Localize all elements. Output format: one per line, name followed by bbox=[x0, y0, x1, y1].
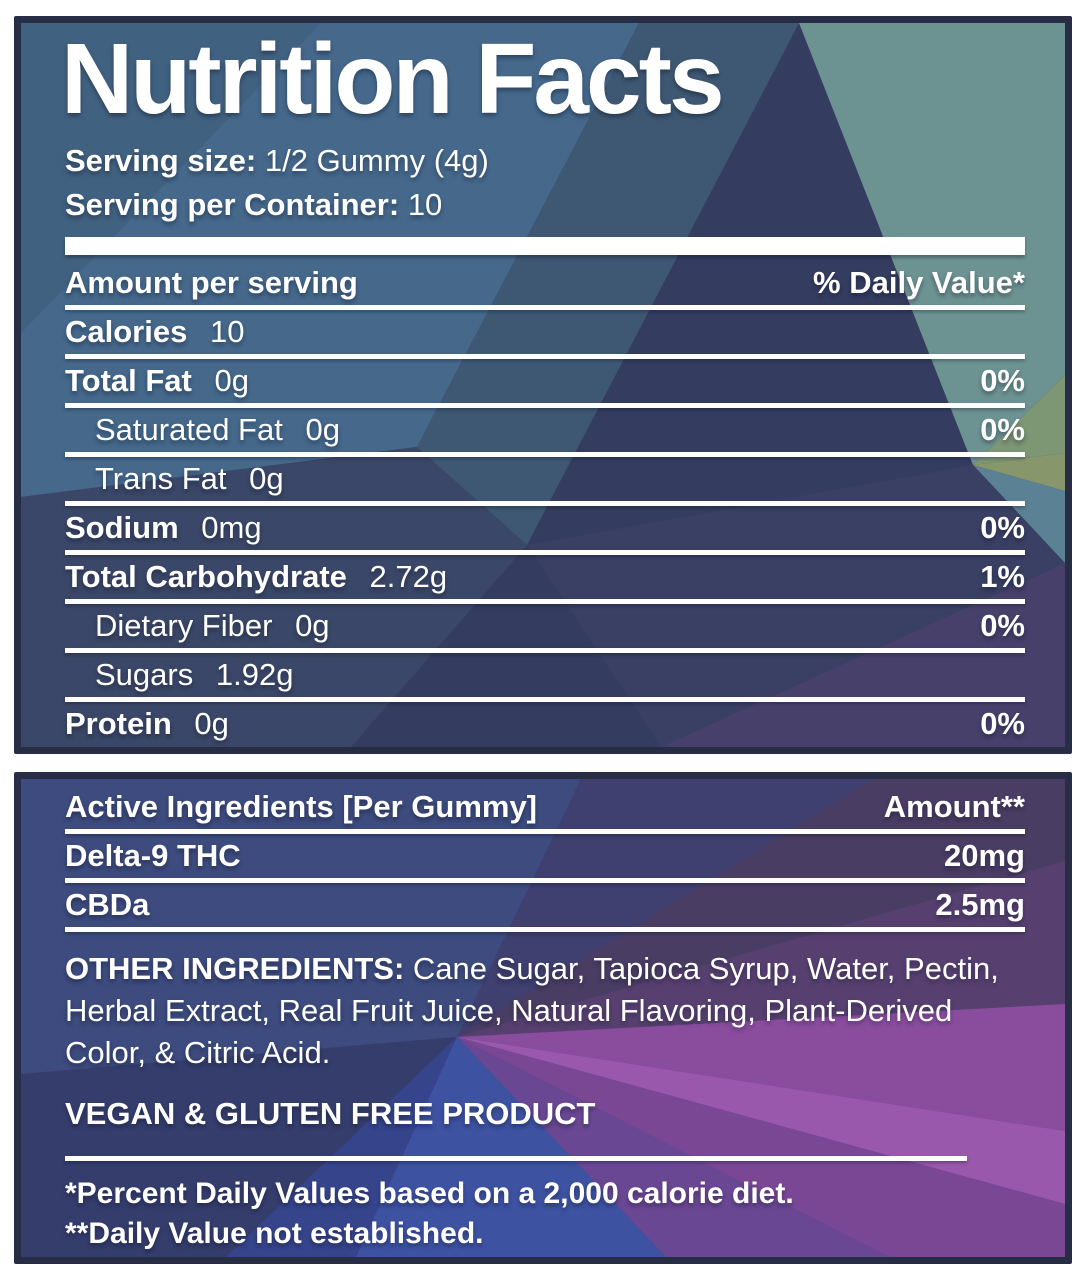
serving-size-line: Serving size: 1/2 Gummy (4g) bbox=[65, 139, 1025, 183]
separator bbox=[65, 501, 1025, 506]
serving-size-label: Serving size: bbox=[65, 143, 257, 178]
amount-per-serving-header: Amount per serving bbox=[65, 265, 358, 300]
ingredient-label: Delta-9 THC bbox=[65, 838, 241, 873]
table-row-trans-fat: Trans Fat 0g bbox=[65, 457, 1025, 501]
calories-label: Calories bbox=[65, 314, 188, 349]
active-ingredients-header-row: Active Ingredients [Per Gummy] Amount** bbox=[65, 785, 1025, 829]
nutrition-facts-panel: Nutrition Facts Serving size: 1/2 Gummy … bbox=[14, 16, 1072, 754]
separator bbox=[65, 354, 1025, 359]
nutrient-dv: 0% bbox=[980, 412, 1025, 447]
footnote-divider bbox=[65, 1156, 967, 1161]
table-row-total-fat: Total Fat 0g 0% bbox=[65, 359, 1025, 403]
ingredient-label: CBDa bbox=[65, 887, 150, 922]
table-row-sugars: Sugars 1.92g bbox=[65, 653, 1025, 697]
nutrient-dv: 0% bbox=[980, 363, 1025, 398]
separator bbox=[65, 403, 1025, 408]
serving-size-value: 1/2 Gummy (4g) bbox=[264, 143, 489, 178]
nutrient-amount: 0g bbox=[295, 608, 330, 643]
table-row-total-carbohydrate: Total Carbohydrate 2.72g 1% bbox=[65, 555, 1025, 599]
nutrient-amount: 2.72g bbox=[369, 559, 448, 594]
nutrient-amount: 0mg bbox=[201, 510, 262, 545]
low-poly-background-top bbox=[21, 23, 1065, 747]
separator bbox=[65, 648, 1025, 653]
table-row-delta9-thc: Delta-9 THC 20mg bbox=[65, 834, 1025, 878]
nutrient-amount: 0g bbox=[305, 412, 340, 447]
nutrient-label: Sugars bbox=[95, 657, 194, 692]
footnote-dv-not-established: **Daily Value not established. bbox=[65, 1217, 484, 1250]
table-row-cbda: CBDa 2.5mg bbox=[65, 883, 1025, 927]
separator bbox=[65, 599, 1025, 604]
table-row-saturated-fat: Saturated Fat 0g 0% bbox=[65, 408, 1025, 452]
nutrient-amount: 0g bbox=[249, 461, 284, 496]
nutrient-amount: 0g bbox=[214, 363, 249, 398]
page-title: Nutrition Facts bbox=[61, 23, 725, 135]
servings-per-container-label: Serving per Container: bbox=[65, 187, 400, 222]
nutrient-label: Protein bbox=[65, 706, 172, 741]
other-ingredients-label: OTHER INGREDIENTS: bbox=[65, 951, 405, 986]
thick-rule bbox=[65, 237, 1025, 255]
vegan-gluten-free-claim: VEGAN & GLUTEN FREE PRODUCT bbox=[65, 1096, 596, 1131]
table-row-dietary-fiber: Dietary Fiber 0g 0% bbox=[65, 604, 1025, 648]
separator bbox=[65, 878, 1025, 883]
servings-per-container-value: 10 bbox=[407, 187, 443, 222]
nutrient-dv: 0% bbox=[980, 706, 1025, 741]
low-poly-background-bottom bbox=[21, 779, 1065, 1257]
separator bbox=[65, 697, 1025, 702]
calories-value: 10 bbox=[209, 314, 245, 349]
footnote-percent-dv: *Percent Daily Values based on a 2,000 c… bbox=[65, 1177, 794, 1210]
nutrient-amount: 0g bbox=[194, 706, 229, 741]
nutrient-label: Trans Fat bbox=[95, 461, 227, 496]
other-ingredients-text: Cane Sugar, Tapioca Syrup, Water, Pectin… bbox=[65, 951, 999, 1070]
nutrient-dv: 1% bbox=[980, 559, 1025, 594]
ingredient-amount: 20mg bbox=[944, 838, 1025, 873]
ingredient-amount: 2.5mg bbox=[935, 887, 1025, 922]
nutrient-dv: 0% bbox=[980, 608, 1025, 643]
active-ingredients-header: Active Ingredients [Per Gummy] bbox=[65, 789, 538, 824]
separator bbox=[65, 452, 1025, 457]
nutrient-dv: 0% bbox=[980, 510, 1025, 545]
nutrient-amount: 1.92g bbox=[215, 657, 294, 692]
separator bbox=[65, 305, 1025, 310]
table-row-protein: Protein 0g 0% bbox=[65, 702, 1025, 746]
table-row-sodium: Sodium 0mg 0% bbox=[65, 506, 1025, 550]
nutrient-label: Dietary Fiber bbox=[95, 608, 273, 643]
separator bbox=[65, 829, 1025, 834]
other-ingredients-paragraph: OTHER INGREDIENTS: Cane Sugar, Tapioca S… bbox=[65, 948, 1025, 1074]
active-ingredients-panel: Active Ingredients [Per Gummy] Amount** … bbox=[14, 772, 1072, 1264]
calories-row: Calories 10 bbox=[65, 310, 1025, 354]
daily-value-header: % Daily Value* bbox=[813, 265, 1025, 300]
nutrient-label: Total Fat bbox=[65, 363, 192, 398]
nutrient-label: Sodium bbox=[65, 510, 179, 545]
servings-per-container-line: Serving per Container: 10 bbox=[65, 183, 1025, 227]
amount-header: Amount** bbox=[883, 789, 1025, 824]
nutrient-label: Total Carbohydrate bbox=[65, 559, 347, 594]
table-header-row: Amount per serving % Daily Value* bbox=[65, 261, 1025, 305]
separator bbox=[65, 550, 1025, 555]
separator bbox=[65, 927, 1025, 932]
nutrient-label: Saturated Fat bbox=[95, 412, 283, 447]
